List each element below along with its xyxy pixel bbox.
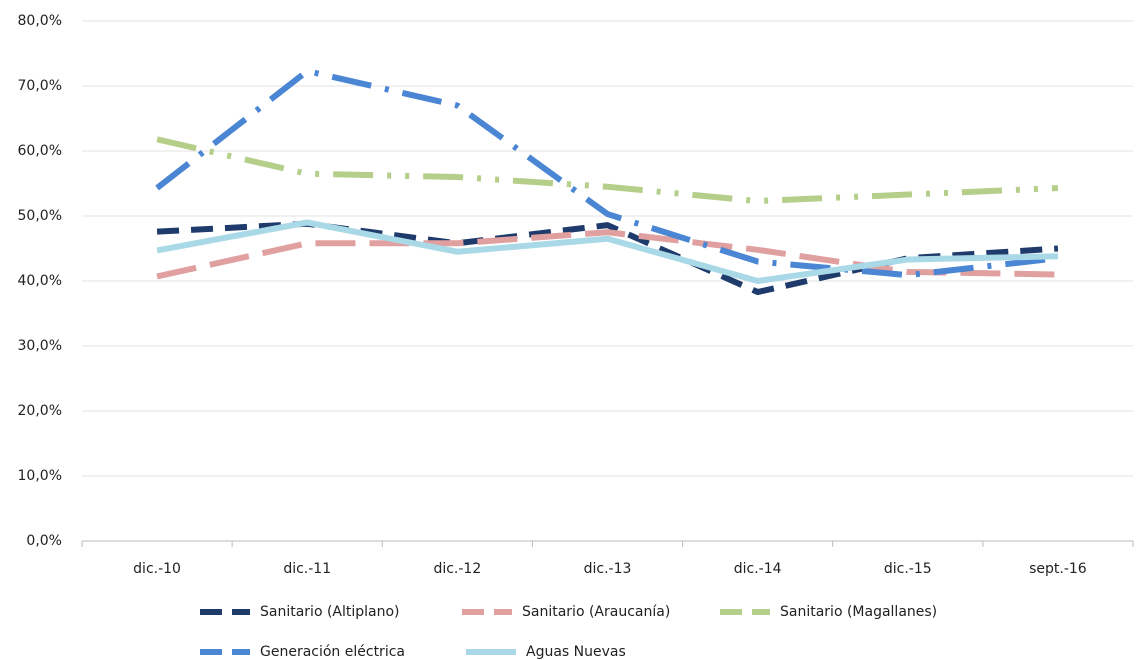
legend-label: Sanitario (Magallanes)	[780, 604, 937, 620]
x-tick-label: dic.-12	[433, 561, 481, 577]
y-tick-label: 30,0%	[18, 338, 62, 354]
y-tick-label: 70,0%	[18, 78, 62, 94]
x-tick-label: dic.-11	[283, 561, 331, 577]
legend-label: Sanitario (Araucanía)	[522, 604, 670, 620]
series-line	[156, 229, 1058, 280]
y-tick-label: 20,0%	[18, 403, 62, 419]
x-tick-label: dic.-10	[133, 561, 181, 577]
y-tick-label: 80,0%	[18, 13, 62, 29]
x-tick-label: dic.-13	[584, 561, 632, 577]
series-line	[155, 68, 1059, 279]
y-tick-label: 0,0%	[26, 533, 62, 549]
x-tick-label: sept.-16	[1029, 561, 1087, 577]
y-tick-label: 60,0%	[18, 143, 62, 159]
x-tick-label: dic.-15	[884, 561, 932, 577]
y-tick-label: 40,0%	[18, 273, 62, 289]
y-tick-label: 50,0%	[18, 208, 62, 224]
legend-label: Generación eléctrica	[260, 644, 405, 660]
legend-label: Aguas Nuevas	[526, 644, 626, 660]
series-line	[156, 136, 1059, 205]
legend-label: Sanitario (Altiplano)	[260, 604, 400, 620]
x-tick-label: dic.-14	[734, 561, 782, 577]
y-tick-label: 10,0%	[18, 468, 62, 484]
series-line	[156, 219, 1058, 284]
